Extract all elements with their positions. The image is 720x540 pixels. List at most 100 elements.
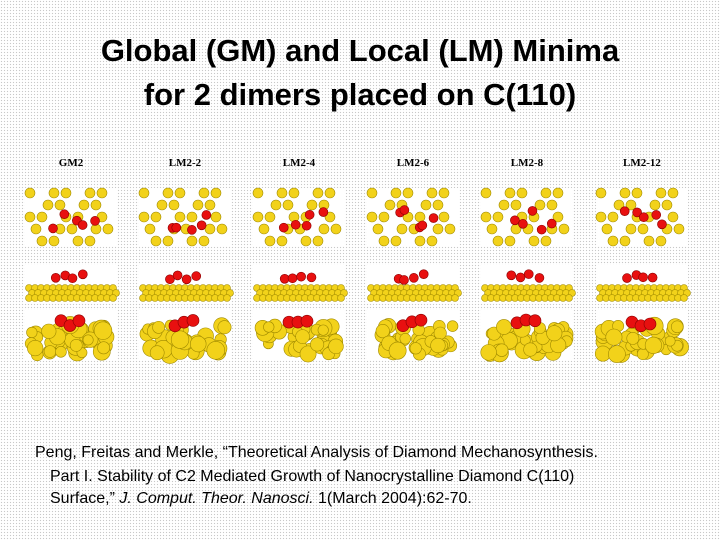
carbon-atom [204, 223, 216, 235]
carbon-atom [451, 294, 459, 302]
carbon-atom [217, 320, 232, 335]
red-atom [48, 223, 58, 234]
carbon-atom [667, 187, 679, 199]
red-atom [536, 224, 547, 235]
carbon-atom [150, 211, 162, 223]
carbon-atom [613, 199, 625, 211]
red-atom [77, 269, 88, 280]
carbon-atom [156, 199, 168, 211]
red-atom [301, 220, 312, 231]
carbon-atom [510, 199, 522, 211]
carbon-atom [30, 223, 42, 235]
carbon-atom [288, 187, 300, 199]
red-atom [638, 272, 648, 283]
carbon-atom [26, 326, 38, 339]
red-atom [399, 205, 410, 215]
carbon-atom [496, 319, 512, 335]
carbon-atom [43, 345, 57, 358]
panel-label: LM2-6 [397, 157, 430, 169]
carbon-atom [310, 337, 325, 352]
carbon-atom [595, 187, 607, 199]
carbon-atom [516, 187, 528, 199]
red-atom [59, 209, 70, 220]
carbon-atom [258, 223, 270, 235]
carbon-atom [366, 211, 378, 223]
carbon-atom [174, 211, 186, 223]
red-atom [201, 210, 212, 220]
carbon-atom [375, 324, 390, 339]
carbon-atom [263, 321, 275, 333]
structure-panel [480, 187, 576, 363]
carbon-atom [534, 199, 546, 211]
red-atom [515, 272, 526, 283]
carbon-atom [328, 338, 344, 355]
citation-line: Surface,” J. Comput. Theor. Nanosci. 1(M… [50, 490, 472, 508]
carbon-atom [24, 187, 36, 199]
carbon-atom [619, 187, 631, 199]
carbon-atom [330, 223, 342, 235]
carbon-atom [426, 187, 438, 199]
carbon-atom [601, 223, 613, 235]
carbon-atom [223, 294, 231, 302]
red-atom [428, 213, 439, 223]
carbon-atom [504, 235, 516, 247]
carbon-atom [84, 187, 96, 199]
red-atom [409, 273, 419, 283]
red-atom [196, 220, 207, 231]
carbon-atom [324, 187, 336, 199]
red-atom [510, 215, 520, 226]
carbon-atom [495, 343, 509, 357]
carbon-atom [366, 187, 378, 199]
carbon-atom [41, 323, 57, 339]
carbon-atom [306, 199, 318, 211]
carbon-atom [558, 223, 570, 235]
carbon-atom [607, 211, 619, 223]
carbon-atom [152, 320, 166, 334]
red-atom [50, 273, 61, 283]
carbon-atom [625, 199, 637, 211]
carbon-atom [27, 339, 44, 357]
carbon-atom [276, 187, 288, 199]
red-atom [300, 314, 314, 328]
carbon-atom [540, 187, 552, 199]
carbon-atom [48, 187, 60, 199]
carbon-atom [390, 235, 402, 247]
carbon-atom [72, 235, 84, 247]
carbon-atom [337, 294, 345, 302]
red-atom [67, 273, 78, 284]
carbon-atom [192, 199, 204, 211]
carbon-atom [667, 211, 679, 223]
citation-line: Peng, Freitas and Merkle, “Theoretical A… [35, 444, 598, 461]
carbon-atom [608, 345, 626, 363]
red-atom [287, 273, 298, 284]
panel-label: LM2-4 [283, 157, 316, 169]
carbon-atom [643, 235, 655, 247]
carbon-atom [607, 235, 619, 247]
carbon-atom [93, 321, 113, 340]
carbon-atom [631, 187, 643, 199]
carbon-atom [372, 223, 384, 235]
carbon-atom [82, 334, 94, 346]
structure-panel [594, 187, 691, 363]
red-atom [647, 272, 658, 283]
carbon-atom [670, 320, 684, 334]
red-atom [77, 220, 88, 230]
carbon-atom [252, 187, 264, 199]
carbon-atom [438, 187, 450, 199]
carbon-atom [138, 187, 150, 199]
carbon-atom [174, 187, 186, 199]
structure-panel [252, 187, 348, 363]
carbon-atom [48, 235, 60, 247]
carbon-atom [402, 187, 414, 199]
carbon-atom [295, 329, 310, 344]
red-atom [417, 220, 428, 231]
carbon-atom [170, 330, 190, 349]
carbon-atom [138, 211, 150, 223]
red-atom [414, 313, 428, 327]
carbon-atom [36, 211, 48, 223]
carbon-atom [504, 187, 516, 199]
carbon-atom [430, 337, 446, 354]
carbon-atom [318, 223, 330, 235]
panel-label: LM2-2 [169, 157, 202, 169]
